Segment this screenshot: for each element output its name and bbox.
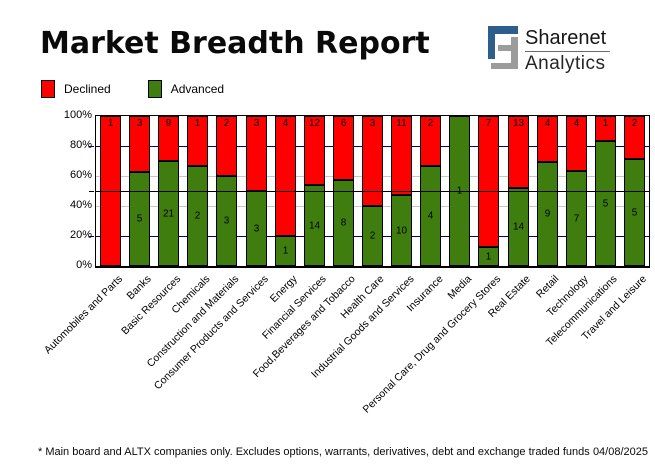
bar-segment-advanced: 2 [187,166,208,266]
bar-segment-declined: 2 [216,116,237,176]
page-title: Market Breadth Report [40,26,430,61]
y-axis-tick [89,146,94,147]
logo-brand-text: Sharenet [525,28,611,52]
bar-segment-declined: 3 [129,116,150,172]
bar-segment-declined: 4 [566,116,587,171]
plot-area: 1359211223334112146832111024171131449471… [95,115,650,268]
bar-value-label-declined: 1 [107,118,114,129]
bar-value-label-advanced: 21 [162,208,175,219]
bar-segment-advanced: 4 [420,166,441,266]
logo-text: Sharenet Analytics [525,26,611,74]
logo-sub-text: Analytics [525,53,606,74]
bar-segment-declined: 13 [508,116,529,188]
gridline-50 [96,191,649,192]
bar-segment-declined: 4 [275,116,296,236]
bar-value-label-advanced: 14 [308,220,321,231]
y-axis-label: 80% [69,139,92,151]
bar-value-label-declined: 2 [631,118,638,129]
bar-segment-declined: 2 [420,116,441,166]
bar-value-label-declined: 7 [485,118,492,129]
bar-value-label-declined: 4 [544,118,551,129]
y-axis-tick [89,236,94,237]
bar-segment-advanced: 1 [275,236,296,266]
legend-item-declined: Declined [41,80,111,98]
bar-value-label-declined: 3 [136,118,143,129]
bar-value-label-declined: 1 [194,118,201,129]
legend-label: Advanced [170,82,225,96]
bar-segment-declined: 3 [246,116,267,191]
bar-value-label-advanced: 14 [512,221,525,233]
bar-segment-advanced: 5 [129,172,150,266]
bar-segment-advanced: 10 [391,195,412,266]
bar-value-label-advanced: 2 [369,230,376,242]
bar-segment-advanced: 14 [508,188,529,266]
bar-value-label-declined: 9 [165,118,172,129]
bar-segment-advanced: 1 [478,247,499,266]
bar-segment-declined: 2 [624,116,645,159]
bar-value-label-declined: 11 [396,118,407,129]
bar-segment-advanced: 7 [566,171,587,266]
legend-item-advanced: Advanced [147,80,225,98]
chart-legend: Declined Advanced [41,80,224,98]
bar-segment-declined: 12 [304,116,325,185]
bar-segment-advanced: 3 [216,176,237,266]
bar-segment-declined: 1 [187,116,208,166]
legend-label: Declined [64,82,111,96]
bar-segment-declined: 11 [391,116,412,195]
bar-segment-advanced: 14 [304,185,325,266]
sharenet-maze-s-icon [488,26,518,69]
bar-segment-advanced: 2 [362,206,383,266]
bar-segment-declined: 6 [333,116,354,180]
bar-value-label-declined: 4 [282,118,289,129]
y-axis-label: 20% [69,229,92,241]
bar-value-label-advanced: 2 [194,210,201,222]
bar-value-label-declined: 3 [253,118,260,129]
bar-value-label-declined: 12 [308,118,321,129]
bar-segment-declined: 4 [537,116,558,162]
bar-value-label-declined: 2 [427,118,434,129]
sharenet-logo: Sharenet Analytics [488,26,611,74]
bar-value-label-advanced: 5 [602,198,609,209]
y-axis-tick [89,191,94,192]
bar-value-label-declined: 3 [369,118,376,129]
footnote: * Main board and ALTX companies only. Ex… [38,446,590,458]
bar-segment-declined: 9 [158,116,179,161]
bar-segment-advanced: 5 [624,159,645,266]
legend-swatch-advanced [147,80,162,98]
bar-segment-advanced: 21 [158,161,179,266]
bar-value-label-advanced: 7 [573,213,580,224]
bar-value-label-declined: 6 [340,118,347,129]
bar-value-label-advanced: 5 [136,213,143,225]
y-axis-label: 60% [69,169,92,181]
bar-segment-declined: 1 [595,116,616,141]
bar-value-label-advanced: 4 [427,210,434,222]
y-axis-label: 0% [76,259,92,271]
bar-value-label-advanced: 1 [485,251,492,262]
bar-segment-advanced: 3 [246,191,267,266]
bar-value-label-advanced: 8 [340,217,347,229]
bar-value-label-advanced: 3 [223,215,230,227]
bar-value-label-advanced: 5 [631,207,638,218]
report-date: 04/08/2025 [592,446,648,458]
bar-value-label-advanced: 1 [282,245,289,257]
bar-value-label-advanced: 9 [544,208,551,220]
y-axis-label: 100% [63,109,92,121]
bar-value-label-declined: 2 [223,118,230,129]
bar-segment-advanced: 5 [595,141,616,266]
bar-segment-declined: 7 [478,116,499,247]
bar-value-label-declined: 13 [512,118,525,129]
bar-value-label-advanced: 3 [253,223,260,234]
bar-segment-declined: 3 [362,116,383,206]
bar-value-label-declined: 1 [602,118,609,129]
legend-swatch-declined [41,80,55,98]
bar-segment-advanced: 8 [333,180,354,266]
y-axis-label: 40% [69,199,92,211]
bar-value-label-declined: 4 [573,118,580,129]
bar-value-label-advanced: 10 [395,225,408,236]
x-axis-label: Automobiles and Parts [41,273,126,357]
bar-segment-advanced: 9 [537,162,558,266]
